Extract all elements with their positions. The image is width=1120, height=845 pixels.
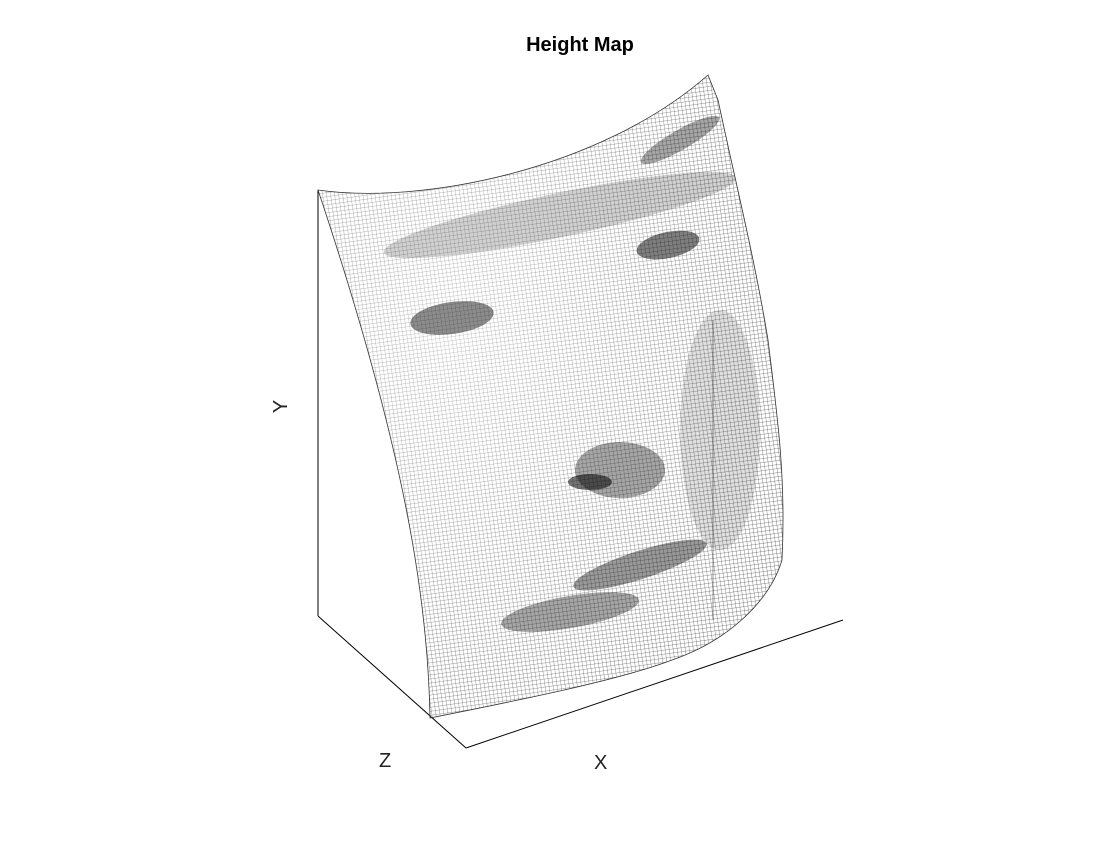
z-axis-label: Z	[379, 750, 392, 772]
mouth-shadow	[573, 539, 707, 591]
chin-shadow	[501, 592, 639, 632]
right-eye	[636, 230, 700, 260]
x-axis-label: X	[594, 752, 608, 774]
axis-z-line	[317, 615, 467, 749]
brow-shadow	[640, 115, 720, 165]
left-eye	[410, 301, 494, 335]
chart-title: Height Map	[526, 34, 634, 56]
axis-x-line	[465, 619, 844, 749]
surface-outline	[317, 74, 784, 719]
seam-line	[712, 320, 714, 620]
forehead-shadow	[383, 171, 737, 259]
nostril	[568, 474, 612, 490]
cheek-shadow	[680, 310, 760, 550]
y-axis-label: Y	[270, 399, 293, 414]
